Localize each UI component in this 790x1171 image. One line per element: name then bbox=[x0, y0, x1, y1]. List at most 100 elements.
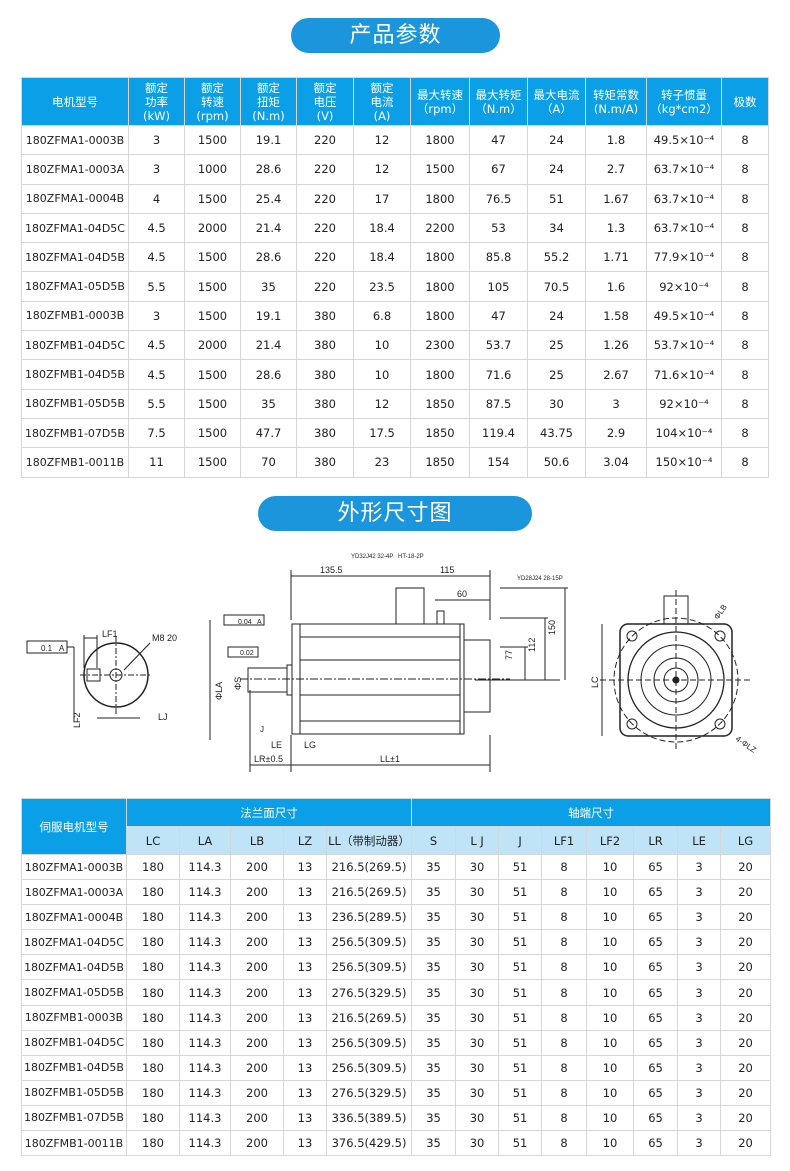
value-cell: 380 bbox=[296, 300, 354, 332]
value-cell: 30 bbox=[455, 1004, 500, 1031]
value-cell: 180 bbox=[126, 979, 180, 1006]
value-cell: 104×10⁻⁴ bbox=[646, 417, 722, 449]
value-cell: 12 bbox=[353, 154, 411, 185]
value-cell: 13 bbox=[283, 979, 327, 1006]
value-cell: 17 bbox=[353, 183, 411, 214]
value-cell: 3 bbox=[128, 154, 185, 185]
value-cell: 380 bbox=[296, 330, 354, 361]
label-lb: ΦLB bbox=[712, 603, 729, 621]
value-cell: 1500 bbox=[184, 183, 241, 214]
table-row: 180ZFMB1-07D5B 7.5 1500 47.7 380 17.5 1850 119.… bbox=[21, 417, 769, 449]
shaft-group-header: 轴端尺寸 bbox=[411, 798, 772, 827]
value-cell: 55.2 bbox=[527, 242, 586, 273]
value-cell: 8 bbox=[721, 242, 769, 273]
value-cell: 1500 bbox=[184, 417, 241, 449]
table-row: 180ZFMB1-07D5B 180 114.3 200 13 336.5(389.5) 3… bbox=[21, 1104, 772, 1132]
value-cell: 200 bbox=[230, 954, 284, 981]
value-cell: 10 bbox=[586, 1029, 635, 1056]
value-cell: 1500 bbox=[184, 388, 241, 419]
value-cell: 30 bbox=[455, 879, 500, 906]
tolerance-runout: 0.02 bbox=[240, 650, 254, 657]
dimension-subheader-cell: L J bbox=[455, 826, 500, 855]
label-s: ΦS bbox=[233, 677, 243, 690]
shaft-section-view: 0.1 A LF1 M8 20 LJ LF2 bbox=[26, 629, 177, 728]
dimensions-subheader-row: LC LA LB LZ LL（带制动器） S L J J LF1 LF2 LR LE LG bbox=[22, 826, 772, 855]
value-cell: 380 bbox=[296, 417, 354, 449]
value-cell: 47.7 bbox=[240, 417, 297, 449]
value-cell: 380 bbox=[296, 359, 354, 390]
value-cell: 30 bbox=[455, 1104, 500, 1132]
value-cell: 2300 bbox=[410, 330, 470, 361]
value-cell: 3 bbox=[585, 388, 647, 419]
model-cell: 180ZFMB1-05D5B bbox=[21, 1079, 127, 1106]
table-row: 180ZFMA1-04D5C 180 114.3 200 13 256.5(309.5) 3… bbox=[21, 929, 772, 956]
value-cell: 216.5(269.5) bbox=[325, 1004, 413, 1031]
section-title-params: 产品参数 bbox=[291, 18, 500, 53]
value-cell: 8 bbox=[541, 979, 588, 1006]
value-cell: 28.6 bbox=[240, 242, 297, 273]
value-cell: 200 bbox=[230, 979, 284, 1006]
value-cell: 1800 bbox=[410, 124, 470, 156]
value-cell: 8 bbox=[541, 1054, 588, 1081]
params-header-cell: 额定 电压 (V) bbox=[296, 77, 354, 126]
value-cell: 114.3 bbox=[179, 1079, 231, 1106]
dimension-subheader-cell: LR bbox=[633, 826, 679, 855]
value-cell: 11 bbox=[128, 447, 185, 478]
value-cell: 1.67 bbox=[585, 183, 647, 214]
value-cell: 19.1 bbox=[240, 300, 297, 332]
table-row: 180ZFMA1-0004B 180 114.3 200 13 236.5(289.5) 3… bbox=[21, 904, 772, 931]
value-cell: 51 bbox=[498, 1029, 543, 1056]
flange-group-header: 法兰面尺寸 bbox=[125, 798, 413, 827]
model-cell: 180ZFMA1-04D5B bbox=[21, 242, 129, 273]
value-cell: 1.58 bbox=[585, 300, 647, 332]
value-cell: 8 bbox=[541, 879, 588, 906]
value-cell: 220 bbox=[296, 124, 354, 156]
value-cell: 13 bbox=[283, 1130, 327, 1157]
value-cell: 20 bbox=[720, 929, 772, 956]
table-row: 180ZFMB1-05D5B 5.5 1500 35 380 12 1850 87.5 30 3 9… bbox=[21, 388, 769, 419]
dim-112: 112 bbox=[527, 638, 537, 652]
value-cell: 20 bbox=[720, 904, 772, 931]
model-cell: 180ZFMB1-0011B bbox=[21, 447, 129, 478]
label-lf2: LF2 bbox=[72, 712, 82, 728]
value-cell: 8 bbox=[721, 417, 769, 449]
value-cell: 336.5(389.5) bbox=[325, 1104, 413, 1132]
value-cell: 114.3 bbox=[179, 1130, 231, 1157]
value-cell: 23 bbox=[353, 447, 411, 478]
params-header-cell: 极数 bbox=[721, 77, 769, 126]
value-cell: 2.9 bbox=[585, 417, 647, 449]
value-cell: 13 bbox=[283, 1004, 327, 1031]
value-cell: 63.7×10⁻⁴ bbox=[646, 154, 722, 185]
table-row: 180ZFMA1-0003B 180 114.3 200 13 216.5(269.5) 3… bbox=[21, 853, 772, 881]
value-cell: 8 bbox=[541, 1029, 588, 1056]
value-cell: 24 bbox=[527, 154, 586, 185]
value-cell: 119.4 bbox=[469, 417, 528, 449]
value-cell: 180 bbox=[126, 1079, 180, 1106]
value-cell: 43.75 bbox=[527, 417, 586, 449]
value-cell: 8 bbox=[721, 271, 769, 302]
value-cell: 13 bbox=[283, 954, 327, 981]
value-cell: 30 bbox=[455, 1130, 500, 1157]
value-cell: 85.8 bbox=[469, 242, 528, 273]
value-cell: 3 bbox=[677, 979, 722, 1006]
value-cell: 180 bbox=[126, 929, 180, 956]
value-cell: 1000 bbox=[184, 154, 241, 185]
value-cell: 5.5 bbox=[128, 271, 185, 302]
value-cell: 1.8 bbox=[585, 124, 647, 156]
value-cell: 20 bbox=[720, 879, 772, 906]
model-cell: 180ZFMA1-04D5C bbox=[21, 929, 127, 956]
value-cell: 276.5(329.5) bbox=[325, 1079, 413, 1106]
params-header-cell: 额定 扭矩 (N.m) bbox=[240, 77, 297, 126]
value-cell: 1500 bbox=[184, 359, 241, 390]
value-cell: 47 bbox=[469, 124, 528, 156]
value-cell: 8 bbox=[721, 447, 769, 478]
dim-77: 77 bbox=[504, 650, 514, 660]
model-cell: 180ZFMB1-0003B bbox=[21, 1004, 127, 1031]
model-cell: 180ZFMA1-0003A bbox=[21, 154, 129, 185]
value-cell: 216.5(269.5) bbox=[325, 853, 413, 881]
value-cell: 114.3 bbox=[179, 979, 231, 1006]
value-cell: 65 bbox=[633, 1079, 679, 1106]
tolerance-coaxiality: 0.04 bbox=[238, 619, 252, 626]
value-cell: 24 bbox=[527, 300, 586, 332]
value-cell: 35 bbox=[411, 1004, 457, 1031]
